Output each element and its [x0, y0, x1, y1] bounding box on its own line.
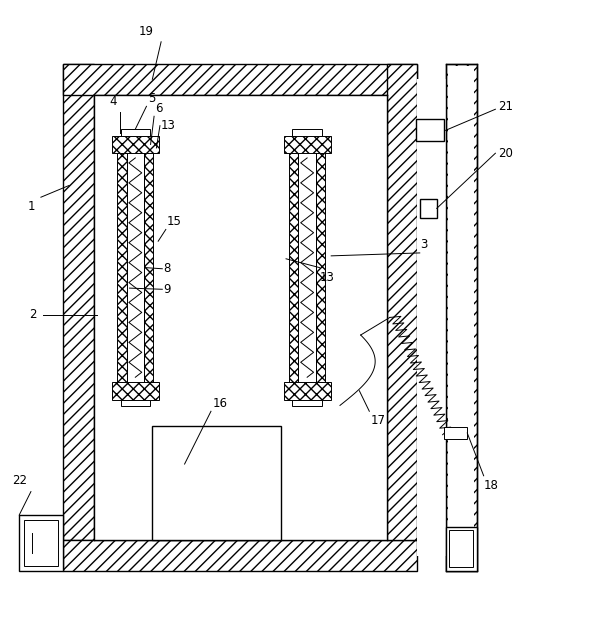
Bar	[316, 153, 326, 382]
Text: 15: 15	[167, 214, 182, 228]
Text: 5: 5	[148, 92, 156, 104]
Bar	[449, 530, 473, 567]
Text: 4: 4	[110, 95, 117, 108]
Bar	[448, 67, 474, 569]
Bar	[292, 399, 322, 406]
Text: 13: 13	[320, 270, 334, 284]
Bar	[121, 129, 150, 136]
Bar	[63, 64, 94, 540]
Text: 1: 1	[28, 200, 35, 213]
Text: 3: 3	[420, 238, 427, 251]
Bar	[417, 79, 446, 555]
Bar	[24, 520, 59, 566]
Bar	[112, 382, 159, 399]
Bar	[121, 399, 150, 406]
Text: 19: 19	[139, 25, 154, 38]
Text: 6: 6	[155, 102, 163, 115]
Bar	[112, 136, 159, 153]
Bar	[292, 129, 322, 136]
Text: 13: 13	[161, 119, 176, 132]
Bar	[420, 199, 437, 218]
Bar	[289, 153, 298, 382]
Bar	[446, 64, 477, 571]
Bar	[446, 527, 477, 571]
Text: 20: 20	[498, 147, 513, 160]
Text: 18: 18	[484, 479, 498, 492]
Text: 16: 16	[213, 396, 228, 409]
Bar	[144, 153, 153, 382]
Text: 9: 9	[163, 283, 171, 296]
Text: 8: 8	[163, 262, 171, 276]
Bar	[387, 64, 417, 540]
Bar	[117, 153, 127, 382]
Bar	[94, 94, 387, 540]
Bar	[63, 540, 417, 571]
Text: 22: 22	[12, 474, 27, 487]
Bar	[284, 136, 330, 153]
Bar	[444, 426, 467, 440]
Text: 21: 21	[498, 100, 513, 113]
Text: 2: 2	[29, 308, 37, 321]
Text: 17: 17	[371, 414, 386, 427]
Bar	[152, 426, 281, 540]
Bar	[284, 382, 330, 399]
Bar	[19, 515, 63, 571]
Bar	[416, 120, 444, 142]
Bar	[63, 64, 417, 94]
